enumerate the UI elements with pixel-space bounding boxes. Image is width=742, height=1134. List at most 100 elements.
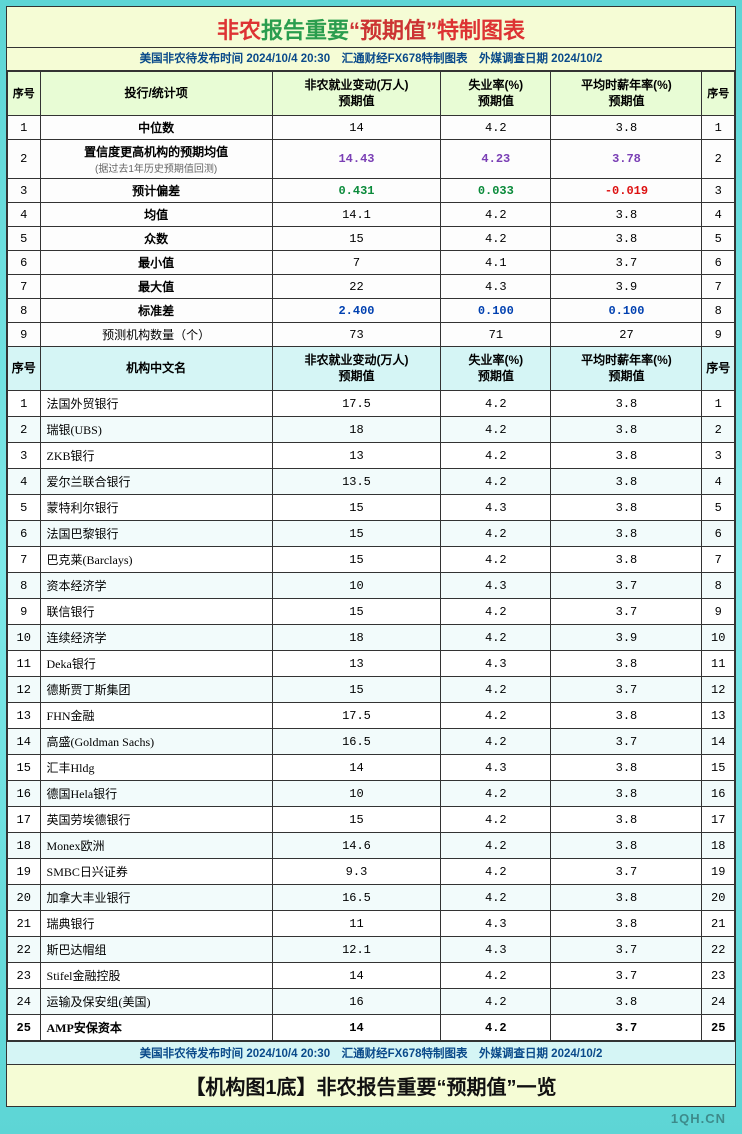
row-v3: -0.019 (551, 179, 702, 203)
row-v1: 14.43 (272, 140, 440, 179)
inst-v1: 18 (272, 417, 440, 443)
inst-idx: 8 (8, 573, 41, 599)
inst-v2: 4.3 (441, 573, 551, 599)
inst-v2: 4.2 (441, 391, 551, 417)
inst-v2: 4.2 (441, 443, 551, 469)
inst-v2: 4.2 (441, 677, 551, 703)
row-idx2: 1 (702, 116, 735, 140)
inst-idx: 4 (8, 469, 41, 495)
inst-v2: 4.3 (441, 755, 551, 781)
inst-v1: 9.3 (272, 859, 440, 885)
hdr2-col2: 失业率(%)预期值 (441, 347, 551, 391)
row-idx2: 2 (702, 140, 735, 179)
inst-name: 连续经济学 (40, 625, 272, 651)
stats-row: 1中位数144.23.81 (8, 116, 735, 140)
inst-name: 汇丰Hldg (40, 755, 272, 781)
inst-v2: 4.3 (441, 651, 551, 677)
inst-v1: 18 (272, 625, 440, 651)
inst-idx: 11 (8, 651, 41, 677)
row-v3: 3.8 (551, 116, 702, 140)
inst-idx2: 22 (702, 937, 735, 963)
inst-name: 运输及保安组(美国) (40, 989, 272, 1015)
row-name: 预计偏差 (40, 179, 272, 203)
inst-idx: 12 (8, 677, 41, 703)
hdr-name: 投行/统计项 (40, 72, 272, 116)
inst-v3: 3.8 (551, 755, 702, 781)
inst-name: 高盛(Goldman Sachs) (40, 729, 272, 755)
institution-row: 14高盛(Goldman Sachs)16.54.23.714 (8, 729, 735, 755)
title-part1: 非农 (217, 18, 261, 43)
inst-name: 巴克莱(Barclays) (40, 547, 272, 573)
inst-idx: 19 (8, 859, 41, 885)
inst-name: 德国Hela银行 (40, 781, 272, 807)
inst-name: 加拿大丰业银行 (40, 885, 272, 911)
inst-idx: 2 (8, 417, 41, 443)
inst-v3: 3.8 (551, 417, 702, 443)
inst-idx: 5 (8, 495, 41, 521)
institution-row: 10连续经济学184.23.910 (8, 625, 735, 651)
row-v3: 0.100 (551, 299, 702, 323)
inst-idx2: 4 (702, 469, 735, 495)
inst-name: 法国巴黎银行 (40, 521, 272, 547)
inst-v3: 3.8 (551, 391, 702, 417)
inst-v2: 4.2 (441, 833, 551, 859)
institution-row: 9联信银行154.23.79 (8, 599, 735, 625)
inst-idx: 6 (8, 521, 41, 547)
inst-v1: 16.5 (272, 885, 440, 911)
inst-v3: 3.7 (551, 729, 702, 755)
inst-idx2: 19 (702, 859, 735, 885)
row-idx: 7 (8, 275, 41, 299)
inst-v2: 4.3 (441, 937, 551, 963)
inst-v2: 4.2 (441, 703, 551, 729)
inst-v3: 3.7 (551, 859, 702, 885)
inst-v2: 4.2 (441, 599, 551, 625)
inst-name: ZKB银行 (40, 443, 272, 469)
institution-row: 23Stifel金融控股144.23.723 (8, 963, 735, 989)
inst-v1: 17.5 (272, 703, 440, 729)
inst-v3: 3.9 (551, 625, 702, 651)
hdr2-idx: 序号 (8, 347, 41, 391)
row-idx2: 9 (702, 323, 735, 347)
institution-row: 8资本经济学104.33.78 (8, 573, 735, 599)
row-idx: 3 (8, 179, 41, 203)
row-name: 最小值 (40, 251, 272, 275)
inst-v1: 17.5 (272, 391, 440, 417)
row-v2: 4.2 (441, 203, 551, 227)
row-name: 最大值 (40, 275, 272, 299)
inst-idx2: 11 (702, 651, 735, 677)
institution-row: 11Deka银行134.33.811 (8, 651, 735, 677)
inst-v1: 14 (272, 755, 440, 781)
row-v3: 3.78 (551, 140, 702, 179)
inst-v3: 3.7 (551, 573, 702, 599)
inst-name: 英国劳埃德银行 (40, 807, 272, 833)
inst-v1: 15 (272, 807, 440, 833)
institution-row: 2瑞银(UBS)184.23.82 (8, 417, 735, 443)
inst-idx2: 6 (702, 521, 735, 547)
inst-idx: 1 (8, 391, 41, 417)
row-v2: 4.2 (441, 116, 551, 140)
inst-header-row: 序号 机构中文名 非农就业变动(万人)预期值 失业率(%)预期值 平均时薪年率(… (8, 347, 735, 391)
inst-v1: 16 (272, 989, 440, 1015)
inst-name: SMBC日兴证券 (40, 859, 272, 885)
inst-v3: 3.8 (551, 547, 702, 573)
inst-v1: 15 (272, 521, 440, 547)
inst-idx: 20 (8, 885, 41, 911)
inst-v3: 3.8 (551, 651, 702, 677)
institution-row: 18Monex欧洲14.64.23.818 (8, 833, 735, 859)
inst-name: FHN金融 (40, 703, 272, 729)
hdr2-name: 机构中文名 (40, 347, 272, 391)
inst-v1: 11 (272, 911, 440, 937)
hdr-col2: 失业率(%)预期值 (441, 72, 551, 116)
inst-v3: 3.8 (551, 833, 702, 859)
inst-idx2: 25 (702, 1015, 735, 1041)
title-part2: 报告重要 (261, 18, 349, 43)
institution-row: 15汇丰Hldg144.33.815 (8, 755, 735, 781)
row-v1: 22 (272, 275, 440, 299)
inst-idx: 15 (8, 755, 41, 781)
row-v2: 71 (441, 323, 551, 347)
inst-v1: 15 (272, 677, 440, 703)
inst-v2: 4.2 (441, 807, 551, 833)
institution-row: 19SMBC日兴证券9.34.23.719 (8, 859, 735, 885)
page-container: 非农报告重要“预期值”特制图表 美国非农待发布时间 2024/10/4 20:3… (0, 0, 742, 1134)
institution-row: 22斯巴达帽组12.14.33.722 (8, 937, 735, 963)
